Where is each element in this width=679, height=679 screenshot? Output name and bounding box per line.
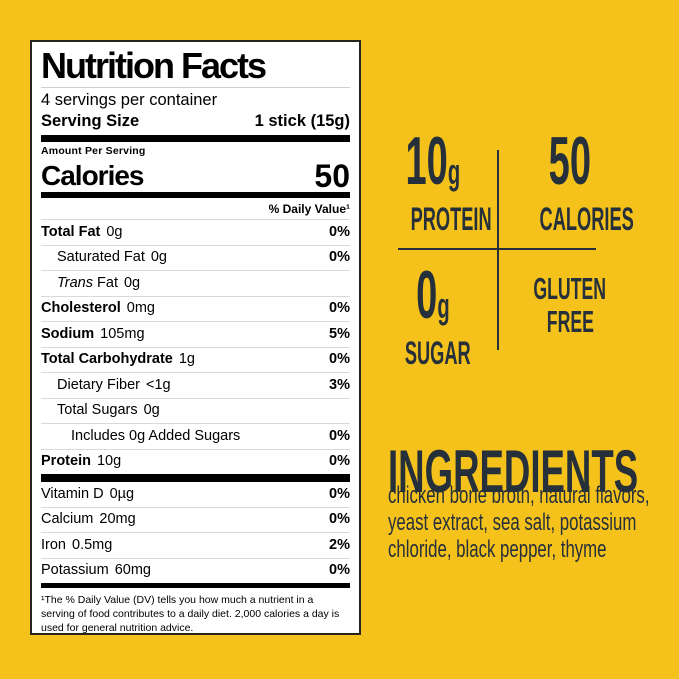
protein-highlight: 10g PROTEIN: [380, 123, 492, 235]
nutrient-row: Total Sugars 0g: [41, 399, 350, 424]
nutrient-row: Saturated Fat 0g 0%: [41, 246, 350, 271]
calories-highlight: 50 CALORIES: [504, 123, 636, 237]
vitamin-row: Vitamin D 0µg 0%: [41, 482, 350, 508]
protein-label: PROTEIN: [410, 201, 492, 237]
gluten-free-line2: FREE: [546, 304, 594, 339]
protein-amount: 10g: [405, 123, 461, 199]
calories-value: 50: [314, 158, 350, 194]
nutrient-row: Protein 10g 0%: [41, 453, 350, 469]
calories-highlight-label: CALORIES: [539, 201, 634, 237]
thick-divider-bar: [41, 583, 350, 588]
nutrient-row: Cholesterol 0mg 0%: [41, 297, 350, 322]
vitamin-row: Calcium 20mg 0%: [41, 508, 350, 533]
title-hairline: [41, 87, 350, 88]
nutrition-facts-label: Nutrition Facts 4 servings per container…: [30, 40, 361, 635]
nutrient-row: Sodium 105mg 5%: [41, 322, 350, 348]
daily-value-header: % Daily Value¹: [41, 198, 350, 220]
nutrient-row: Includes 0g Added Sugars 0%: [41, 424, 350, 450]
calories-row: Calories 50: [41, 158, 350, 194]
quadrant-divider-horizontal: [398, 248, 596, 250]
calories-label: Calories: [41, 160, 144, 191]
vitamin-rows: Vitamin D 0µg 0% Calcium 20mg 0% Iron 0.5mg 2% Po…: [41, 482, 350, 583]
nutrient-row: Total Fat 0g 0%: [41, 220, 350, 246]
sugar-highlight: 0g SUGAR: [380, 257, 486, 371]
thick-divider-bar: [41, 192, 350, 198]
sugar-label: SUGAR: [404, 335, 471, 371]
vitamin-row: Potassium 60mg 0%: [41, 562, 350, 578]
nutrient-row: Trans Fat 0g: [41, 271, 350, 297]
nutrient-rows: Total Fat 0g 0% Saturated Fat 0g 0% Trans Fat 0…: [41, 220, 350, 474]
serving-size-row: Serving Size 1 stick (15g): [41, 111, 350, 132]
serving-size-label: Serving Size: [41, 112, 140, 130]
servings-per-container: 4 servings per container: [41, 91, 218, 109]
gluten-free-line1: GLUTEN: [533, 271, 607, 306]
amount-per-serving-label: Amount Per Serving: [41, 145, 146, 157]
daily-value-footnote: ¹The % Daily Value (DV) tells you how mu…: [41, 594, 340, 634]
nutrient-row: Dietary Fiber <1g 3%: [41, 373, 350, 399]
nutrition-facts-title: Nutrition Facts: [41, 45, 267, 86]
nutrient-row: Total Carbohydrate 1g 0%: [41, 348, 350, 373]
calories-amount: 50: [548, 123, 592, 199]
thick-divider-bar: [41, 135, 350, 142]
ingredients-heading: INGREDIENTS: [388, 437, 639, 505]
sugar-amount: 0g: [416, 257, 450, 333]
serving-size-value: 1 stick (15g): [254, 112, 350, 130]
highlights-grid: 10g PROTEIN 50 CALORIES 0g SUGAR GLUTEN …: [380, 120, 670, 380]
thick-divider-bar: [41, 474, 350, 482]
ingredients-text: chicken bone broth, natural flavors, yea…: [388, 482, 650, 563]
vitamin-row: Iron 0.5mg 2%: [41, 533, 350, 559]
quadrant-divider-vertical: [497, 150, 499, 350]
gluten-free-highlight: GLUTEN FREE: [504, 272, 636, 338]
